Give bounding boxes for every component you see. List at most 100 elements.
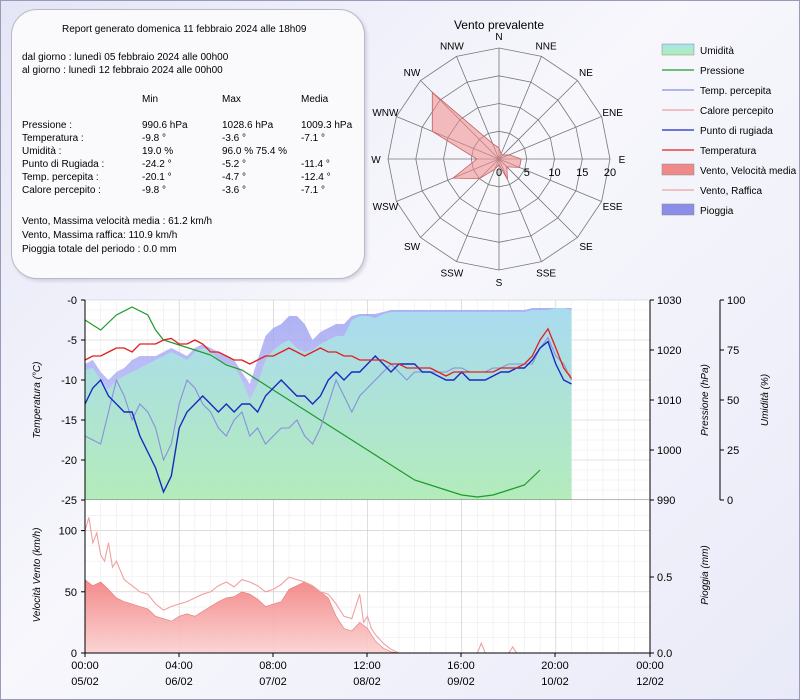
legend-label: Temperatura bbox=[700, 146, 757, 157]
temperature-plot: -0 -5 -10 -15 -20 -25 1030 1020 1010 1000 990 100 75… bbox=[32, 295, 771, 507]
y-tick-label: -20 bbox=[61, 455, 77, 467]
upper-y2-label: Pressione (hPa) bbox=[700, 364, 711, 436]
legend-label: Pioggia bbox=[700, 206, 734, 217]
wind-direction-label: W bbox=[371, 155, 381, 166]
lower-y2-label: Pioggia (mm) bbox=[700, 545, 711, 604]
legend-item: Umidità bbox=[661, 43, 734, 57]
stat-label: Calore percepito : bbox=[22, 185, 101, 196]
stat-avg: 1009.3 hPa bbox=[301, 120, 353, 131]
legend-item: Vento, Raffica bbox=[662, 186, 763, 197]
wind-direction-label: SSE bbox=[536, 269, 556, 280]
wind-rose-spoke bbox=[498, 56, 542, 160]
wind-direction-label: ESE bbox=[603, 202, 623, 213]
y-tick-label: 0 bbox=[71, 648, 77, 660]
stat-label: Pressione : bbox=[22, 120, 73, 131]
y3-tick-label: 0 bbox=[727, 495, 733, 507]
x-tick-label: 16:00 bbox=[447, 660, 475, 672]
rain-total: Pioggia totale del periodo : 0.0 mm bbox=[22, 244, 177, 255]
stat-avg: -11.4 ° bbox=[301, 159, 330, 170]
wind-rose: Vento prevalente N NNE NE ENE E ESE SE SSE S SSW S… bbox=[371, 18, 625, 289]
series-vento-media-area bbox=[84, 578, 556, 654]
stat-min: 19.0 % bbox=[142, 146, 174, 157]
legend-item: Temp. percepita bbox=[662, 86, 772, 97]
legend-swatch bbox=[661, 203, 695, 216]
y3-tick-label: 25 bbox=[727, 445, 739, 457]
y-tick-label: -15 bbox=[61, 415, 77, 427]
stat-min: -9.8 ° bbox=[142, 133, 167, 144]
y-tick-label: -5 bbox=[67, 335, 77, 347]
wind-direction-label: S bbox=[496, 278, 503, 289]
stat-label: Temp. percepita : bbox=[22, 172, 99, 183]
lower-y-ticks: 100 50 0 0.5 0.0 bbox=[59, 526, 673, 660]
y-tick-label: -25 bbox=[61, 495, 77, 507]
legend-item: Pioggia bbox=[661, 203, 734, 217]
x-date-label: 07/02 bbox=[259, 676, 287, 688]
x-date-label: 09/02 bbox=[447, 676, 475, 688]
x-tick-label: 00:00 bbox=[636, 660, 664, 672]
series-pressione-line bbox=[84, 306, 541, 498]
wind-rose-direction-labels: N NNE NE ENE E ESE SE SSE S SSW SW WSW W WNW NW NNW bbox=[371, 32, 625, 289]
x-tick-label: 08:00 bbox=[259, 660, 287, 672]
wind-direction-label: WSW bbox=[373, 202, 399, 213]
x-date-label: 10/02 bbox=[541, 676, 569, 688]
x-date-label: 05/02 bbox=[71, 676, 99, 688]
report-title: Report generato domenica 11 febbraio 202… bbox=[62, 24, 307, 35]
x-tick-label: 12:00 bbox=[353, 660, 381, 672]
lower-y-label: Velocità Vento (km/h) bbox=[32, 528, 43, 623]
series-temperatura-line bbox=[84, 327, 573, 379]
legend-item: Calore percepito bbox=[662, 106, 774, 117]
wind-rose-spoke bbox=[498, 116, 602, 160]
report-to-date: al giorno : lunedì 12 febbraio 2024 alle… bbox=[22, 65, 223, 76]
y2-tick-label: 1020 bbox=[657, 345, 681, 357]
wind-rose-tick-label: 20 bbox=[604, 167, 616, 179]
wind-direction-label: NNW bbox=[440, 41, 464, 52]
legend-item: Vento, Velocità media bbox=[661, 163, 797, 177]
y2-tick-label: 990 bbox=[657, 495, 675, 507]
wind-rose-tick-label: 5 bbox=[524, 167, 530, 179]
stat-label: Punto di Rugiada : bbox=[22, 159, 105, 170]
stat-max: -3.6 ° bbox=[222, 133, 247, 144]
legend-item: Pressione bbox=[662, 66, 745, 77]
x-date-label: 06/02 bbox=[165, 676, 193, 688]
wind-rose-spoke bbox=[498, 158, 578, 238]
wind-direction-label: E bbox=[619, 155, 626, 166]
stat-label: Temperatura : bbox=[22, 133, 84, 144]
y3-tick-label: 75 bbox=[727, 345, 739, 357]
y-tick-label: 50 bbox=[65, 587, 77, 599]
wind-rose-spoke bbox=[498, 80, 578, 160]
col-header-media: Media bbox=[301, 94, 329, 105]
stat-min: -9.8 ° bbox=[142, 185, 167, 196]
y3-tick-label: 50 bbox=[727, 395, 739, 407]
legend-label: Vento, Raffica bbox=[700, 186, 763, 197]
wind-rose-title: Vento prevalente bbox=[454, 18, 544, 32]
stat-avg: -7.1 ° bbox=[301, 185, 326, 196]
y-tick-label: 100 bbox=[59, 526, 77, 538]
x-axis-ticks: 00:00 05/02 04:00 06/02 08:00 07/02 12:00 08/02… bbox=[71, 653, 664, 688]
wind-direction-label: NW bbox=[404, 68, 421, 79]
series-vento-raffica-line bbox=[84, 517, 556, 654]
stat-avg: -7.1 ° bbox=[301, 133, 326, 144]
x-tick-label: 20:00 bbox=[541, 660, 569, 672]
x-date-label: 08/02 bbox=[353, 676, 381, 688]
y2-tick-label: 0.5 bbox=[657, 572, 672, 584]
y2-tick-label: 1010 bbox=[657, 395, 681, 407]
legend-label: Pressione bbox=[700, 66, 745, 77]
upper-y-ticks: -0 -5 -10 -15 -20 -25 1030 1020 1010 1000 990 100 75… bbox=[61, 295, 745, 507]
legend-label: Vento, Velocità media bbox=[700, 166, 797, 177]
wind-rose-spoke bbox=[456, 56, 500, 160]
legend-label: Umidità bbox=[700, 46, 734, 57]
y-tick-label: -0 bbox=[67, 295, 77, 307]
legend-swatch bbox=[661, 43, 695, 56]
legend-label: Temp. percepita bbox=[700, 86, 772, 97]
stat-label: Umidità : bbox=[22, 146, 62, 157]
x-tick-label: 04:00 bbox=[165, 660, 193, 672]
wind-rose-radial-ticks: 0 5 10 15 20 bbox=[496, 167, 616, 179]
stat-avg: -12.4 ° bbox=[301, 172, 331, 183]
wind-direction-label: NNE bbox=[536, 41, 557, 52]
wind-plot: 100 50 0 0.5 0.0 00:00 05/02 04:00 06/02 08:00 07… bbox=[32, 499, 711, 688]
stat-max: -4.7 ° bbox=[222, 172, 247, 183]
legend-item: Temperatura bbox=[662, 146, 757, 157]
report-panel: Report generato domenica 11 febbraio 202… bbox=[11, 9, 365, 279]
legend-item: Punto di rugiada bbox=[662, 126, 773, 137]
